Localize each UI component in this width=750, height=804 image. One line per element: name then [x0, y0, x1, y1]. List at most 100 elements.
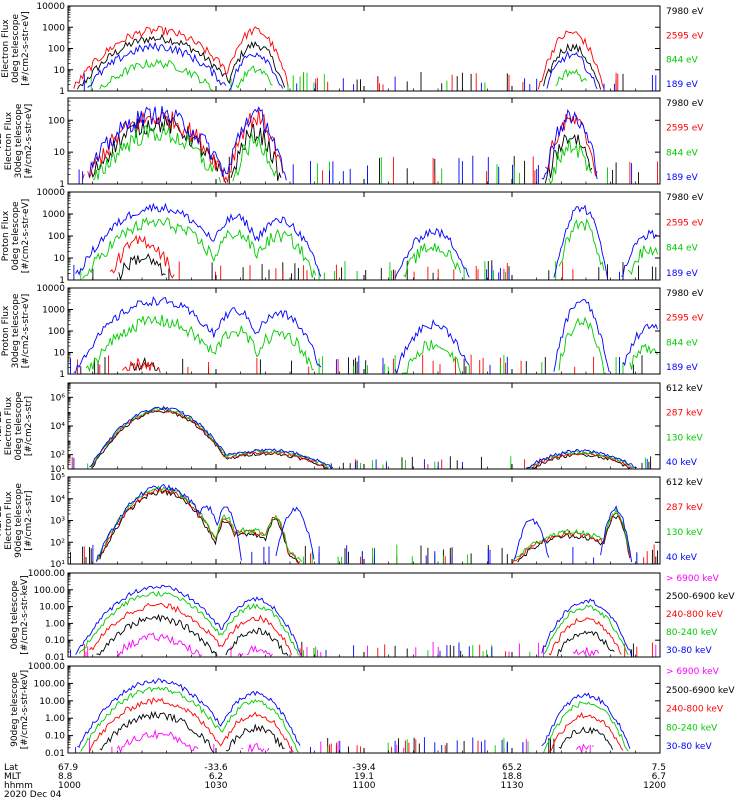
series-p8-4 — [75, 678, 631, 753]
legend-entry: 2500-6900 keV — [666, 592, 735, 602]
series-p8-1 — [100, 712, 616, 753]
y-tick-label: 10.00 — [39, 697, 65, 707]
legend-entry: > 6900 keV — [666, 574, 720, 584]
legend-entry: 30-80 keV — [666, 646, 712, 656]
y-axis-label: 0deg telescope — [14, 391, 24, 461]
y-axis-label: TED — [0, 132, 4, 151]
x-tick-mlt: 6.2 — [209, 772, 223, 782]
panel-p4: 1 10 100 1000 10000 Proton Flux 30deg telescop… — [1, 284, 704, 380]
y-tick-label: 100 — [48, 232, 65, 242]
series-p6-3 — [92, 483, 638, 564]
y-tick-label: 10³ — [50, 517, 65, 527]
legend-entry: 2595 eV — [666, 31, 704, 41]
y-tick-label: 1 — [59, 87, 65, 97]
legend-entry: 2595 eV — [666, 218, 704, 228]
panel-p7: 0.01 0.10 1.00 10.00 100.00 1000.00 0deg teles… — [10, 569, 735, 663]
legend-entry: 189 eV — [666, 80, 699, 90]
y-axis-label: 30deg telescope — [11, 293, 21, 368]
legend-entry: 130 keV — [666, 528, 703, 538]
legend-entry: 189 eV — [666, 363, 699, 373]
y-tick-label: 0.01 — [45, 749, 65, 759]
series-p3-3 — [73, 202, 658, 280]
y-axis-label: 0deg telescope — [10, 580, 20, 650]
y-tick-label: 0.10 — [45, 732, 65, 742]
series-p1-1 — [73, 25, 619, 91]
y-tick-label: 10 — [54, 66, 66, 76]
y-axis-label: [#/cm2-s-str-eV] — [24, 104, 34, 179]
y-axis-label: [#/cm2-s-str-eV] — [21, 11, 31, 86]
legend-entry: 240-800 keV — [666, 705, 724, 715]
x-tick-hhmm: 1130 — [501, 781, 524, 791]
y-axis-label: 0deg telescope — [11, 14, 21, 84]
y-tick-label: 1.00 — [45, 619, 65, 629]
y-tick-label: 10² — [50, 538, 65, 548]
legend-entry: 844 eV — [666, 338, 699, 348]
y-tick-label: 100.00 — [34, 586, 66, 596]
y-tick-label: 10⁴ — [50, 422, 65, 432]
y-tick-label: 10² — [50, 451, 65, 461]
y-tick-label: 10000 — [36, 284, 65, 294]
panel-p5: 10¹ 10² 10⁴ 10⁶ MEPED Electron Flux 0deg teles… — [0, 382, 703, 475]
series-p8-0 — [90, 731, 598, 753]
series-p6-0 — [70, 489, 658, 564]
legend-entry: 7980 eV — [666, 289, 704, 299]
legend-entry: 7980 eV — [666, 99, 704, 109]
legend-entry: 7980 eV — [666, 7, 704, 17]
y-axis-label: 0deg telescope — [11, 201, 21, 271]
legend-entry: 2595 eV — [666, 314, 704, 324]
y-tick-label: 0.10 — [45, 636, 65, 646]
y-tick-label: 0.01 — [45, 653, 65, 663]
y-axis-label: Proton Flux — [1, 305, 11, 356]
series-p5-3 — [73, 405, 648, 470]
x-tick-lat: 67.9 — [58, 763, 78, 773]
legend-entry: 612 keV — [666, 384, 703, 394]
y-tick-label: 1 — [59, 276, 65, 286]
legend-entry: 130 keV — [666, 433, 703, 443]
y-tick-label: 1 — [59, 370, 65, 380]
legend-entry: 287 keV — [666, 409, 703, 419]
y-tick-label: 10000 — [36, 188, 65, 198]
series-p6-1 — [83, 486, 655, 564]
y-axis-label: Proton Flux — [1, 210, 11, 261]
legend-entry: 240-800 keV — [666, 610, 724, 620]
y-axis-label: Electron Flux — [4, 111, 14, 170]
y-axis-label: [#/cm2-s-str] — [24, 396, 34, 456]
legend-entry: 2500-6900 keV — [666, 686, 735, 696]
panel-frame — [67, 97, 661, 185]
x-tick-mlt: 6.7 — [652, 772, 666, 782]
legend-entry: 2595 eV — [666, 124, 704, 134]
y-tick-label: 1000.00 — [28, 662, 65, 672]
legend-entry: 40 keV — [666, 458, 698, 468]
y-tick-label: 10⁵ — [50, 473, 65, 483]
legend-entry: 844 eV — [666, 56, 699, 66]
series-p3-0 — [92, 253, 657, 281]
y-tick-label: 1 — [59, 180, 65, 190]
y-tick-label: 10 — [54, 349, 66, 359]
x-row-label-mlt: MLT — [4, 772, 22, 782]
y-tick-label: 10 — [54, 254, 66, 264]
series-p5-0 — [92, 409, 652, 470]
x-tick-hhmm: 1030 — [205, 781, 228, 791]
legend-entry: 80-240 keV — [666, 628, 718, 638]
legend-entry: 80-240 keV — [666, 723, 718, 733]
legend-entry: 612 keV — [666, 478, 703, 488]
y-tick-label: 100 — [48, 327, 65, 337]
panel-p6: 10¹ 10² 10³ 10⁴ 10⁵ MEPED Electron Flux 90deg t… — [0, 473, 703, 570]
panel-p3: 1 10 100 1000 10000 Proton Flux 0deg telescope… — [1, 188, 704, 286]
y-axis-label: [#/cm2-s-str-keV] — [20, 670, 30, 749]
y-tick-label: 10¹ — [50, 465, 65, 475]
x-tick-hhmm: 1100 — [353, 781, 376, 791]
y-axis-label: 90deg telescope — [14, 483, 24, 558]
y-tick-label: 10 — [54, 148, 66, 158]
series-p5-2 — [87, 407, 646, 470]
y-tick-label: 10¹ — [50, 560, 65, 570]
x-tick-hhmm: 1200 — [643, 781, 666, 791]
y-tick-label: 1000 — [42, 23, 65, 33]
x-tick-lat: -39.4 — [352, 763, 376, 773]
panel-p8: 0.01 0.10 1.00 10.00 100.00 1000.00 90deg tele… — [10, 662, 735, 759]
x-row-label-hhmm: hhmm — [4, 781, 33, 791]
y-axis-label: [#/cm2-s-str-eV] — [21, 199, 31, 274]
